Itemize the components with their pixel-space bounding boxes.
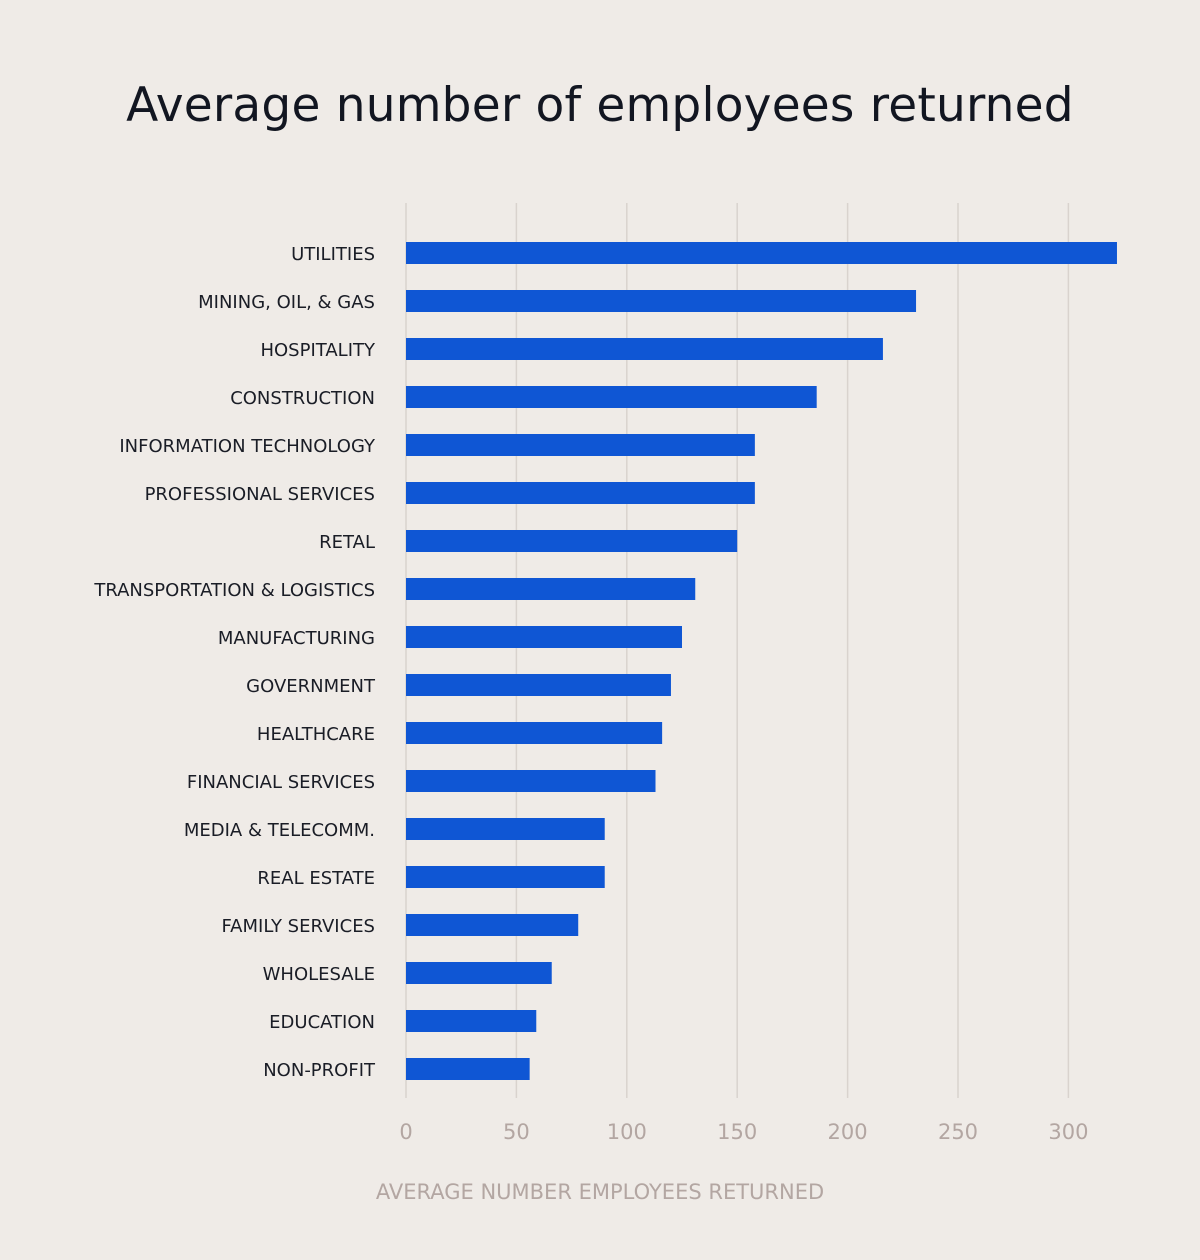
x-tick-label: 250 xyxy=(938,1120,978,1144)
category-label: FAMILY SERVICES xyxy=(221,916,375,937)
category-label: HOSPITALITY xyxy=(260,340,376,361)
bar xyxy=(406,290,917,312)
category-label: NON-PROFIT xyxy=(263,1060,376,1081)
bar xyxy=(406,914,579,936)
category-label: GOVERNMENT xyxy=(246,676,376,697)
category-labels: UTILITIES MINING, OIL, & GAS HOSPITALITY CO… xyxy=(93,244,376,1081)
x-tick-label: 300 xyxy=(1048,1120,1088,1144)
bar xyxy=(406,242,1117,264)
x-tick-label: 0 xyxy=(399,1120,412,1144)
category-label: WHOLESALE xyxy=(263,964,375,985)
bar xyxy=(406,482,755,504)
bar xyxy=(406,866,605,888)
category-label: MEDIA & TELECOMM. xyxy=(184,820,375,841)
bar xyxy=(406,626,682,648)
category-label: REAL ESTATE xyxy=(257,868,375,889)
bars xyxy=(406,242,1117,1080)
bar xyxy=(406,962,552,984)
chart-title: Average number of employees returned xyxy=(126,78,1074,133)
category-label: MANUFACTURING xyxy=(218,628,375,649)
category-label: EDUCATION xyxy=(269,1012,375,1033)
bar xyxy=(406,818,605,840)
category-label: RETAL xyxy=(319,532,375,553)
bar xyxy=(406,770,656,792)
x-tick-label: 200 xyxy=(828,1120,868,1144)
x-tick-label: 50 xyxy=(503,1120,530,1144)
bar xyxy=(406,530,738,552)
category-label: INFORMATION TECHNOLOGY xyxy=(119,436,376,457)
bar xyxy=(406,338,883,360)
bar xyxy=(406,578,696,600)
category-label: FINANCIAL SERVICES xyxy=(187,772,375,793)
category-label: MINING, OIL, & GAS xyxy=(198,292,375,313)
category-label: TRANSPORTATION & LOGISTICS xyxy=(93,580,375,601)
x-axis-title: AVERAGE NUMBER EMPLOYEES RETURNED xyxy=(375,1180,825,1204)
category-label: UTILITIES xyxy=(291,244,375,265)
category-label: CONSTRUCTION xyxy=(230,388,375,409)
bar xyxy=(406,1010,537,1032)
bar xyxy=(406,1058,530,1080)
bar xyxy=(406,434,755,456)
x-tick-labels: 0 50 100 150 200 250 300 xyxy=(399,1120,1088,1144)
category-label: PROFESSIONAL SERVICES xyxy=(145,484,375,505)
bar xyxy=(406,674,671,696)
x-tick-label: 150 xyxy=(717,1120,757,1144)
bar xyxy=(406,386,817,408)
x-tick-label: 100 xyxy=(607,1120,647,1144)
bar xyxy=(406,722,663,744)
category-label: HEALTHCARE xyxy=(257,724,375,745)
